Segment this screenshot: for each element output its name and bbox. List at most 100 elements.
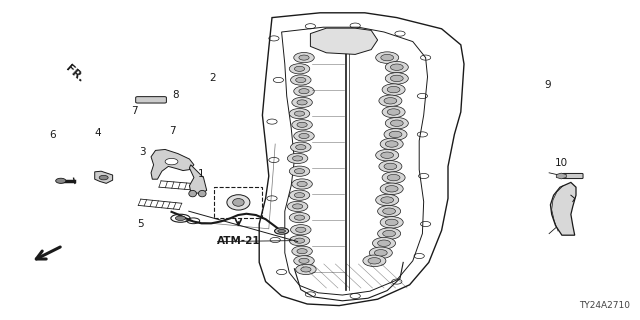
Circle shape — [363, 255, 386, 267]
Circle shape — [381, 54, 394, 61]
Circle shape — [289, 166, 310, 176]
Circle shape — [384, 98, 397, 104]
Circle shape — [294, 256, 314, 266]
Circle shape — [299, 89, 309, 94]
Circle shape — [297, 181, 307, 187]
Circle shape — [380, 217, 403, 228]
Circle shape — [296, 145, 306, 150]
Circle shape — [387, 86, 400, 93]
Text: 3: 3 — [139, 147, 145, 157]
Text: 2: 2 — [209, 73, 216, 84]
Circle shape — [299, 133, 309, 139]
Circle shape — [297, 249, 307, 254]
Polygon shape — [189, 165, 207, 194]
Circle shape — [385, 141, 398, 147]
Circle shape — [382, 172, 405, 183]
Circle shape — [368, 258, 381, 264]
Text: 7: 7 — [131, 106, 138, 116]
Circle shape — [385, 61, 408, 73]
Circle shape — [165, 158, 178, 165]
Circle shape — [301, 267, 311, 272]
Circle shape — [294, 66, 305, 71]
Bar — [214, 187, 262, 218]
Circle shape — [372, 237, 396, 249]
Circle shape — [390, 64, 403, 70]
Circle shape — [296, 77, 306, 83]
Circle shape — [387, 174, 400, 181]
Circle shape — [289, 190, 310, 200]
Circle shape — [292, 204, 303, 209]
Circle shape — [380, 138, 403, 150]
Circle shape — [380, 183, 403, 195]
Circle shape — [291, 225, 311, 235]
Polygon shape — [151, 149, 194, 179]
Circle shape — [390, 75, 403, 82]
Ellipse shape — [227, 195, 250, 210]
Ellipse shape — [278, 229, 285, 233]
Circle shape — [379, 95, 402, 107]
Circle shape — [294, 215, 305, 220]
Circle shape — [292, 179, 312, 189]
Circle shape — [387, 109, 400, 115]
Circle shape — [376, 52, 399, 63]
FancyBboxPatch shape — [563, 173, 583, 179]
Circle shape — [297, 122, 307, 127]
Circle shape — [296, 227, 306, 232]
Circle shape — [287, 201, 308, 212]
Circle shape — [99, 175, 108, 180]
Circle shape — [294, 169, 305, 174]
Circle shape — [299, 55, 309, 60]
Circle shape — [385, 186, 398, 192]
Circle shape — [292, 156, 303, 161]
Text: ATM-21: ATM-21 — [216, 236, 260, 246]
Circle shape — [294, 238, 305, 243]
Circle shape — [294, 52, 314, 63]
Text: 10: 10 — [555, 158, 568, 168]
Text: 7: 7 — [170, 125, 176, 136]
Text: 8: 8 — [173, 90, 179, 100]
Circle shape — [374, 250, 387, 256]
Circle shape — [289, 64, 310, 74]
Circle shape — [384, 163, 397, 170]
Circle shape — [390, 120, 403, 126]
Circle shape — [294, 86, 314, 96]
Ellipse shape — [198, 190, 206, 197]
Text: TY24A2710: TY24A2710 — [579, 301, 630, 310]
Circle shape — [369, 247, 392, 259]
Circle shape — [376, 194, 399, 206]
Circle shape — [379, 161, 402, 172]
Circle shape — [389, 131, 402, 138]
Circle shape — [381, 152, 394, 158]
Ellipse shape — [175, 216, 186, 220]
Polygon shape — [95, 171, 113, 183]
Circle shape — [289, 236, 310, 246]
Text: 4: 4 — [94, 128, 100, 138]
Circle shape — [56, 178, 66, 183]
Text: 5: 5 — [138, 219, 144, 229]
Text: FR.: FR. — [64, 63, 86, 84]
Circle shape — [289, 108, 310, 119]
Circle shape — [291, 75, 311, 85]
Circle shape — [291, 142, 311, 152]
Polygon shape — [310, 28, 378, 54]
Circle shape — [384, 129, 407, 140]
Circle shape — [296, 264, 316, 275]
Circle shape — [299, 258, 309, 263]
Circle shape — [385, 117, 408, 129]
FancyBboxPatch shape — [136, 97, 166, 103]
Circle shape — [292, 120, 312, 130]
Text: 1: 1 — [198, 169, 205, 180]
Circle shape — [294, 111, 305, 116]
Circle shape — [383, 230, 396, 237]
Circle shape — [385, 219, 398, 226]
Circle shape — [383, 208, 396, 214]
Circle shape — [297, 100, 307, 105]
Circle shape — [385, 73, 408, 84]
Circle shape — [376, 149, 399, 161]
Text: 6: 6 — [49, 130, 56, 140]
Circle shape — [292, 97, 312, 108]
Polygon shape — [550, 182, 576, 235]
Circle shape — [292, 246, 312, 256]
Circle shape — [378, 240, 390, 246]
Circle shape — [378, 205, 401, 217]
